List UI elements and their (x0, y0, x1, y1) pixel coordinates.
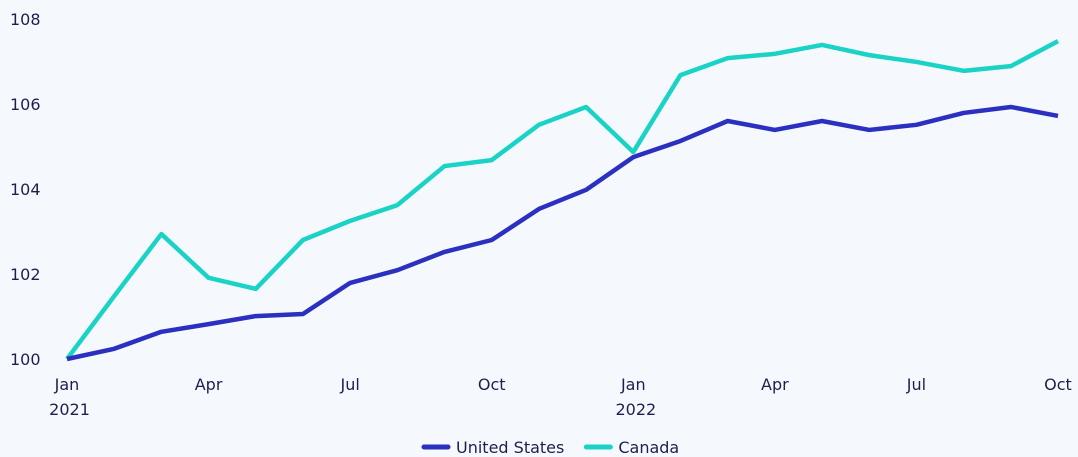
x-tick-label: Jul (906, 375, 926, 394)
y-tick-label: 104 (10, 180, 41, 199)
legend-label: Canada (618, 438, 679, 457)
line-series (65, 39, 1060, 361)
x-tick-label: Apr (761, 375, 789, 394)
line-series (66, 104, 1059, 362)
x-tick-label: Jan 2021 (44, 375, 90, 419)
x-tick-label: Jul (339, 375, 359, 394)
x-tick-label: Apr (195, 375, 223, 394)
y-tick-label: 106 (10, 95, 41, 114)
y-tick-label: 100 (10, 350, 41, 369)
y-tick-label: 102 (10, 265, 41, 284)
legend: United States Canada (421, 438, 679, 457)
x-tick-label: Oct (1044, 375, 1072, 394)
x-tick-label: Jan 2022 (610, 375, 656, 419)
legend-label: United States (456, 438, 564, 457)
y-tick-label: 108 (10, 10, 41, 29)
x-tick-label: Oct (478, 375, 506, 394)
